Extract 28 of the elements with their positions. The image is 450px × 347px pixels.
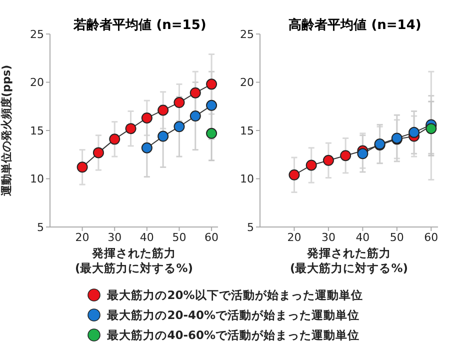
y-tick-label: 25 [240, 28, 254, 41]
x-tick-label: 60 [424, 230, 438, 244]
x-tick-label: 50 [390, 230, 404, 244]
y-tick-label: 10 [240, 172, 254, 186]
y-tick-label: 20 [30, 76, 44, 90]
y-tick-label: 15 [30, 124, 44, 138]
y-tick-label: 5 [37, 220, 44, 234]
legend-label: 最大筋力の20%以下で活動が始まった運動単位 [107, 288, 363, 302]
chart-title: 若齢者平均値 (n=15) [72, 17, 208, 34]
y-axis-title: 運動単位の発火頻度(pps) [0, 64, 13, 198]
y-tick-label: 15 [240, 124, 254, 138]
y-tick-label: 5 [247, 220, 254, 234]
y-tick-label: 10 [30, 172, 44, 186]
x-axis-title: 発揮された筋力 (最大筋力に対する%) [290, 246, 408, 275]
chart-title: 高齢者平均値 (n=14) [288, 16, 422, 34]
y-tick-label: 20 [240, 76, 254, 90]
x-tick-label: 30 [321, 230, 336, 244]
x-tick-label: 40 [356, 230, 370, 244]
legend-label: 最大筋力の40-60%で活動が始まった運動単位 [107, 328, 360, 342]
x-tick-label: 40 [140, 230, 154, 244]
x-tick-label: 60 [204, 230, 219, 244]
legend-label: 最大筋力の20-40%で活動が始まった運動単位 [107, 308, 360, 322]
x-tick-label: 30 [108, 230, 122, 244]
y-tick-label: 25 [30, 28, 44, 41]
x-tick-label: 20 [287, 230, 302, 244]
x-axis-title: 発揮された筋力 (最大筋力に対する%) [74, 246, 194, 275]
x-tick-label: 20 [75, 230, 90, 244]
x-tick-label: 50 [172, 230, 186, 244]
